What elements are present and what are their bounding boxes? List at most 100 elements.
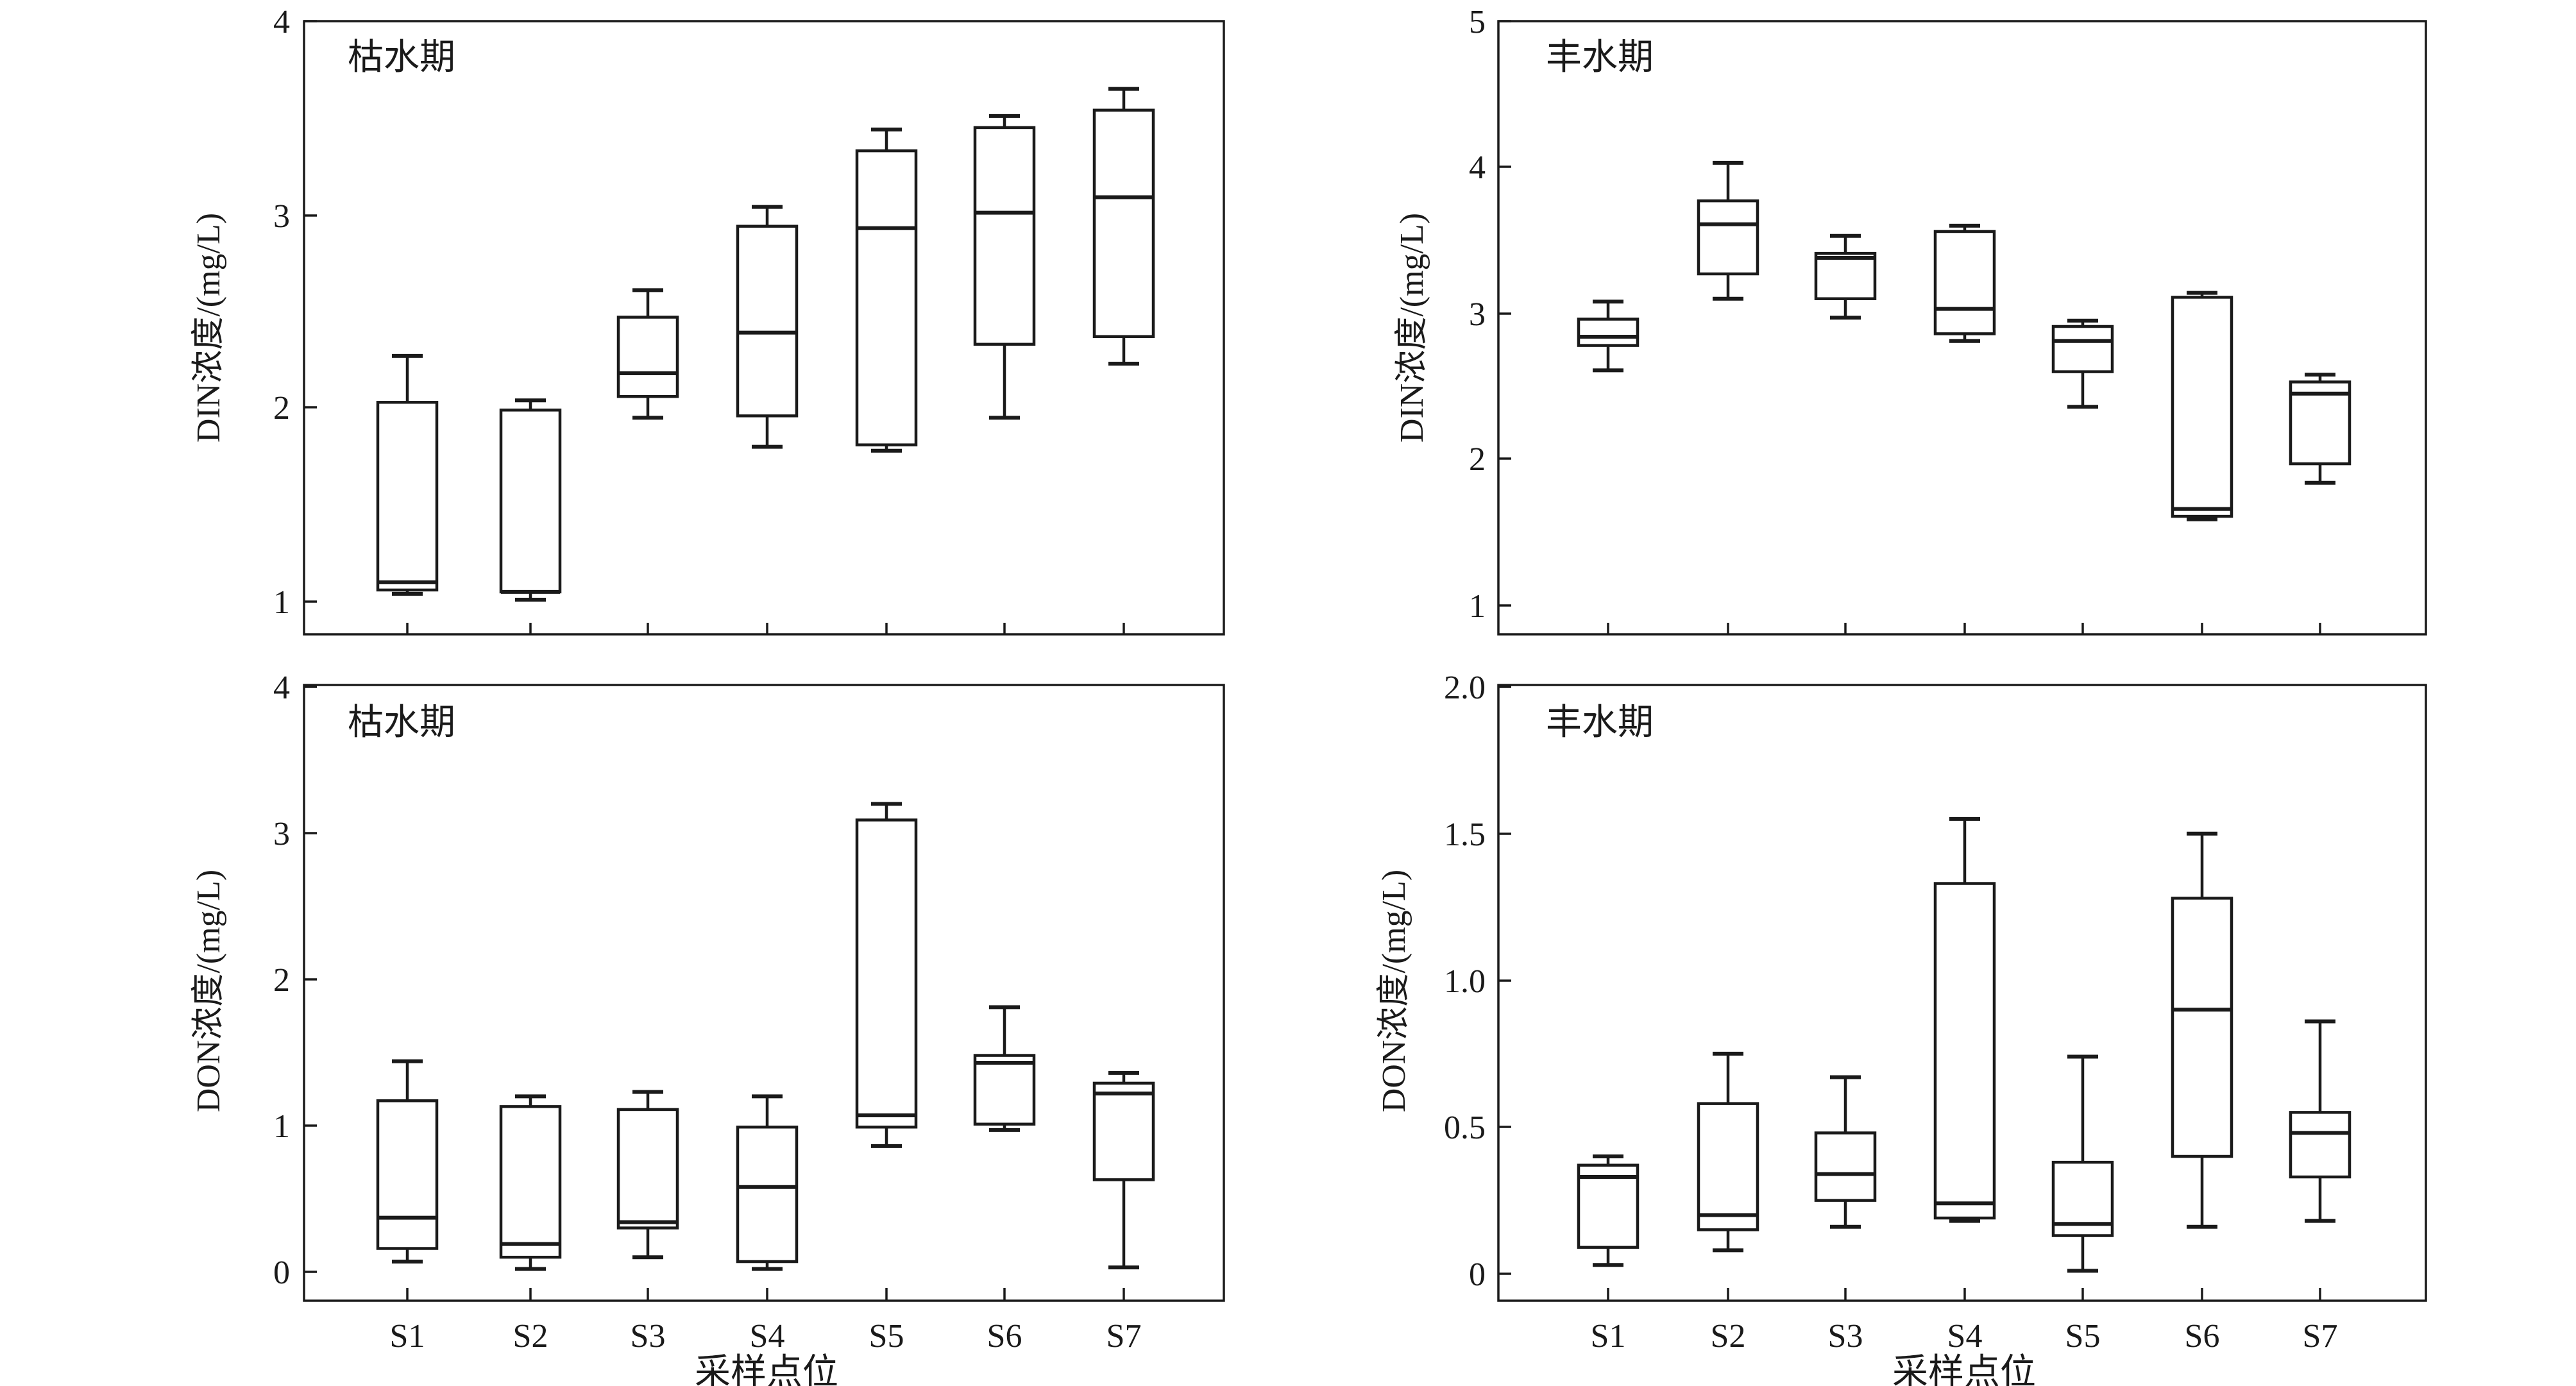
x-tick: S6 — [2185, 1288, 2220, 1355]
box-s5 — [2051, 1054, 2114, 1273]
box-s6 — [973, 1005, 1036, 1132]
top-panels-x-ticks — [406, 623, 2321, 634]
box-s7 — [1092, 87, 1155, 366]
y-tick: 3 — [1469, 296, 1511, 333]
box-s4 — [736, 205, 799, 449]
plot-frame — [303, 684, 1225, 1302]
box-s3 — [1814, 1075, 1877, 1229]
box-s1 — [376, 1059, 439, 1264]
y-tick-label: 2.0 — [1444, 670, 1486, 706]
panel-title: 枯水期 — [348, 703, 455, 743]
y-tick-label: 1 — [1469, 588, 1486, 625]
y-tick-label: 3 — [273, 198, 290, 235]
y-tick-label: 2 — [1469, 441, 1486, 478]
x-tick: S3 — [1828, 1288, 1863, 1355]
panel-don-wet-season: 丰水期 DON浓度/(mg/L) 0 0.5 1.0 1.5 2.0 — [1376, 670, 2427, 1386]
y-tick-label: 3 — [1469, 296, 1486, 333]
iqr-box — [1092, 1081, 1155, 1181]
y-tick: 3 — [273, 816, 317, 852]
x-tick: S2 — [513, 1288, 548, 1355]
y-tick-label: 5 — [1469, 4, 1486, 40]
y-tick: 0.5 — [1444, 1110, 1511, 1146]
iqr-box — [855, 149, 918, 446]
plot-frame — [1497, 684, 2427, 1302]
box-s4 — [1933, 223, 1996, 343]
box-s7 — [2289, 1019, 2351, 1223]
y-axis-label: DIN浓度/(mg/L) — [1394, 213, 1430, 443]
box-s7 — [2289, 373, 2351, 485]
iqr-box — [1933, 882, 1996, 1220]
x-tick: S3 — [631, 1288, 666, 1355]
x-tick: S4 — [1947, 1288, 1983, 1355]
x-axis-label: 采样点位 — [1892, 1353, 2036, 1386]
iqr-box — [616, 1108, 679, 1230]
iqr-box — [616, 316, 679, 398]
y-tick-label: 4 — [273, 4, 290, 40]
iqr-box — [2171, 296, 2233, 518]
x-axis: S1 S2 S3 S4 S5 S6 S7 采样点位 — [390, 1288, 1142, 1386]
iqr-box — [1697, 199, 1759, 276]
x-axis: S1 S2 S3 S4 S5 S6 S7 采样点位 — [1591, 1288, 2338, 1386]
iqr-box — [1577, 317, 1640, 347]
box-s3 — [616, 1090, 679, 1260]
box-s1 — [1577, 1154, 1640, 1267]
x-tick: S1 — [1591, 1288, 1626, 1355]
x-tick-label: S6 — [987, 1318, 1022, 1355]
y-tick-label: 4 — [273, 670, 290, 706]
x-tick-label: S3 — [1828, 1318, 1863, 1355]
iqr-box — [855, 818, 918, 1129]
box-series — [376, 802, 1155, 1271]
y-tick: 2 — [273, 962, 317, 999]
y-tick: 2 — [273, 390, 317, 427]
box-s5 — [2051, 318, 2114, 409]
y-tick: 0 — [273, 1255, 317, 1291]
y-tick-label: 2 — [273, 962, 290, 999]
box-s5 — [855, 802, 918, 1148]
box-series — [376, 87, 1155, 602]
box-s4 — [736, 1094, 799, 1271]
y-tick-label: 0 — [273, 1255, 290, 1291]
y-axis: 1 2 3 4 — [273, 4, 317, 621]
iqr-box — [1697, 1102, 1759, 1231]
iqr-box — [1814, 251, 1877, 300]
iqr-box — [1933, 230, 1996, 335]
panel-din-wet-season: 丰水期 DIN浓度/(mg/L) 1 2 3 4 5 — [1394, 4, 2427, 636]
box-s2 — [499, 1094, 562, 1271]
iqr-box — [2289, 380, 2351, 466]
box-s6 — [2171, 831, 2233, 1229]
iqr-box — [499, 1105, 562, 1259]
y-tick: 1.0 — [1444, 963, 1511, 1000]
y-tick: 1 — [1469, 588, 1511, 625]
box-s1 — [1577, 300, 1640, 373]
box-s2 — [1697, 1051, 1759, 1253]
box-s6 — [973, 114, 1036, 420]
y-tick: 0 — [1469, 1256, 1511, 1293]
x-tick-label: S1 — [1591, 1318, 1626, 1355]
iqr-box — [1814, 1131, 1877, 1202]
iqr-box — [2171, 897, 2233, 1158]
x-tick-label: S4 — [1947, 1318, 1983, 1355]
y-tick-label: 2 — [273, 390, 290, 427]
panel-din-dry-season: 枯水期 DIN浓度/(mg/L) 1 2 3 4 — [191, 4, 1225, 636]
x-tick-label: S6 — [2185, 1318, 2220, 1355]
iqr-box — [2289, 1111, 2351, 1179]
box-s5 — [855, 127, 918, 453]
x-tick: S4 — [750, 1288, 784, 1355]
y-tick-label: 4 — [1469, 149, 1486, 186]
x-tick-label: S7 — [2303, 1318, 2338, 1355]
y-tick-label: 1.5 — [1444, 816, 1486, 853]
y-tick: 1 — [273, 584, 317, 621]
x-tick-label: S7 — [1106, 1318, 1142, 1355]
box-s1 — [376, 353, 439, 596]
y-tick: 5 — [1469, 4, 1511, 40]
iqr-box — [973, 126, 1036, 346]
box-s7 — [1092, 1070, 1155, 1270]
panel-title: 枯水期 — [348, 38, 455, 78]
x-tick-label: S3 — [631, 1318, 666, 1355]
y-axis-label: DON浓度/(mg/L) — [191, 870, 227, 1112]
iqr-box — [736, 224, 799, 418]
iqr-box — [499, 409, 562, 594]
x-tick: S5 — [869, 1288, 904, 1355]
x-tick-label: S1 — [390, 1318, 425, 1355]
